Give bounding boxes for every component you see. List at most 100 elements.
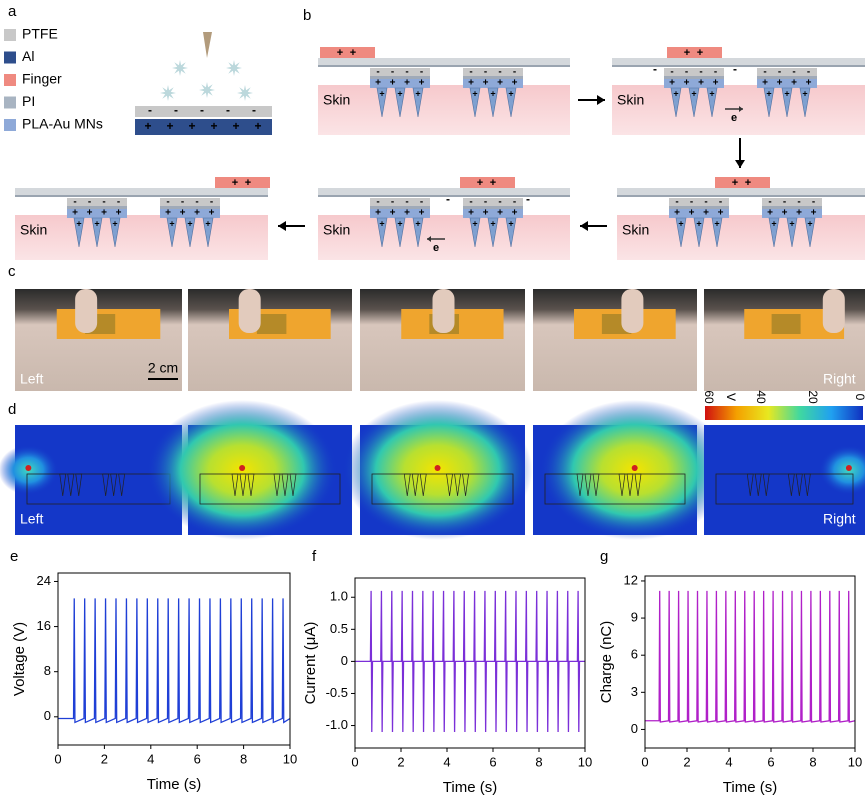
charge-sign: + xyxy=(337,47,343,59)
panel-letter: c xyxy=(8,263,16,280)
legend-swatch xyxy=(4,29,16,41)
charge-sign: + xyxy=(101,208,107,219)
x-axis-label: Time (s) xyxy=(723,779,777,796)
charge-sign: + xyxy=(419,208,425,219)
charge-sign: - xyxy=(807,67,810,78)
panel-letter: g xyxy=(600,548,608,565)
finger-photo xyxy=(239,289,261,333)
charge-sign: - xyxy=(699,67,702,78)
corner-label: Right xyxy=(823,371,856,387)
panel-letter: d xyxy=(8,401,16,418)
step-arrow-head xyxy=(278,221,286,231)
data-line xyxy=(58,598,290,722)
x-tick-label: 6 xyxy=(767,754,774,769)
colorbar-tick: 40 xyxy=(754,390,768,404)
x-tick-label: 4 xyxy=(147,751,154,766)
y-tick-label: 1.0 xyxy=(330,589,348,604)
corner-label: Left xyxy=(20,511,43,527)
film-edge xyxy=(612,65,865,67)
step-arrow-head xyxy=(597,95,605,105)
charge-sign: + xyxy=(767,208,773,219)
charge-sign: - xyxy=(73,197,76,208)
charge-sign: + xyxy=(512,208,518,219)
x-tick-label: 10 xyxy=(283,751,297,766)
finger-photo xyxy=(621,289,643,333)
y-tick-label: -1.0 xyxy=(326,717,348,732)
finger-dot xyxy=(435,465,441,471)
charge-sign: + xyxy=(684,47,690,59)
finger-photo xyxy=(75,289,97,333)
charge-sign: - xyxy=(252,103,256,117)
charge-sign: + xyxy=(512,78,518,89)
charge-sign: + xyxy=(379,218,384,228)
y-tick-label: 12 xyxy=(624,572,638,587)
film-edge xyxy=(617,195,865,197)
charge-sign: + xyxy=(490,88,495,98)
charge-sign: - xyxy=(469,67,472,78)
charge-sign: + xyxy=(180,208,186,219)
charge-sign: + xyxy=(709,88,714,98)
x-tick-label: 8 xyxy=(809,754,816,769)
panel-letter: b xyxy=(303,7,311,24)
finger xyxy=(667,47,722,58)
charge-sign: + xyxy=(745,177,751,189)
data-line xyxy=(645,591,855,722)
charge-sign: + xyxy=(684,78,690,89)
charge-sign: + xyxy=(806,78,812,89)
x-tick-label: 0 xyxy=(351,754,358,769)
charge-sign: + xyxy=(210,119,217,133)
charge-sign: + xyxy=(468,78,474,89)
charge-sign: + xyxy=(72,208,78,219)
charge-sign: - xyxy=(405,67,408,78)
charge-sign: + xyxy=(404,208,410,219)
finger-tip xyxy=(203,32,212,58)
x-tick-label: 6 xyxy=(489,754,496,769)
charge-sign: - xyxy=(763,67,766,78)
charge-sign: + xyxy=(784,88,789,98)
finger-photo xyxy=(433,289,455,333)
finger-photo xyxy=(823,289,845,333)
charge-sign: - xyxy=(195,197,198,208)
electrode xyxy=(257,314,287,334)
charge-sign: + xyxy=(232,177,238,189)
y-tick-label: -0.5 xyxy=(326,685,348,700)
charge-sign: + xyxy=(483,208,489,219)
spark xyxy=(226,60,242,76)
charge-sign: + xyxy=(696,218,701,228)
charge-sign: + xyxy=(703,208,709,219)
charge-sign: - xyxy=(526,192,530,206)
x-tick-label: 0 xyxy=(641,754,648,769)
legend-label: Finger xyxy=(22,71,62,87)
y-tick-label: 24 xyxy=(37,573,51,588)
charge-sign: - xyxy=(102,197,105,208)
charge-sign: + xyxy=(508,218,513,228)
data-line xyxy=(355,591,585,732)
charge-sign: + xyxy=(713,78,719,89)
charge-sign: - xyxy=(166,197,169,208)
colorbar-unit: V xyxy=(724,393,738,401)
skin xyxy=(318,85,570,135)
photo xyxy=(188,289,352,391)
finger xyxy=(215,177,270,188)
charge-sign: - xyxy=(88,197,91,208)
charge-sign: + xyxy=(697,47,703,59)
page: { "panel_labels": ["a", "b", "c", "d", "… xyxy=(0,0,865,807)
charge-sign: - xyxy=(778,67,781,78)
charge-sign: + xyxy=(698,78,704,89)
step-arrow-head xyxy=(580,221,588,231)
charge-sign: + xyxy=(116,208,122,219)
charge-sign: - xyxy=(405,197,408,208)
charge-sign: + xyxy=(112,218,117,228)
charge-sign: - xyxy=(484,67,487,78)
charge-sign: + xyxy=(397,88,402,98)
charge-sign: + xyxy=(375,208,381,219)
charge-sign: + xyxy=(169,218,174,228)
charge-sign: + xyxy=(144,119,151,133)
legend-label: PI xyxy=(22,93,35,109)
charge-sign: + xyxy=(811,208,817,219)
legend-swatch xyxy=(4,52,16,64)
corner-label: Left xyxy=(20,371,43,387)
charge-sign: + xyxy=(188,119,195,133)
legend-label: PTFE xyxy=(22,26,58,42)
corner-label: Right xyxy=(823,511,856,527)
